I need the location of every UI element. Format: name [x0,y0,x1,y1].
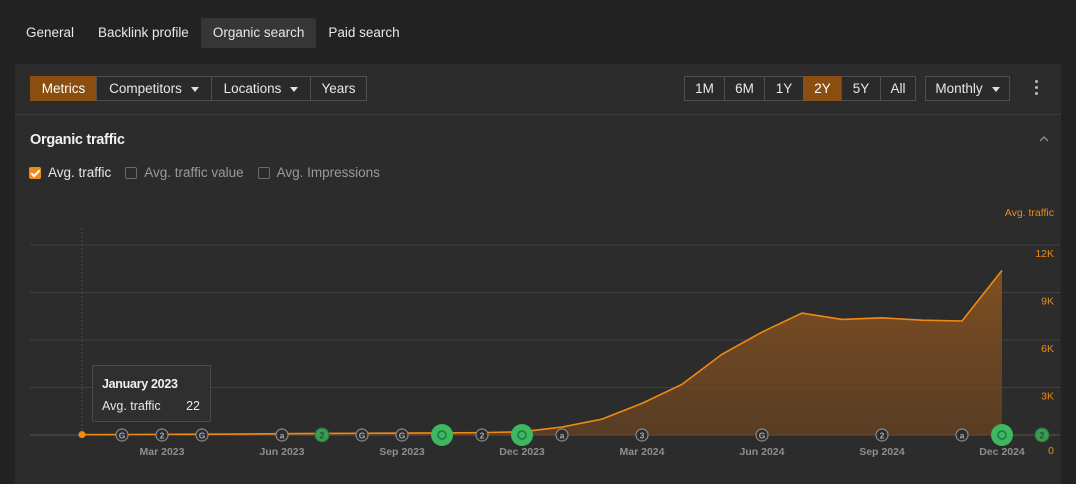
event-marker-glyph: 3 [640,431,645,441]
tooltip-title: January 2023 [102,377,178,391]
event-marker-glyph: G [399,431,406,441]
event-marker-glyph: G [359,431,366,441]
tooltip-value: 22 [186,399,200,413]
event-marker-glyph: 2 [480,431,485,441]
update-marker-glyph: 2 [319,431,324,441]
update-marker-glyph: 2 [1039,431,1044,441]
x-tick-label: Dec 2023 [499,446,545,458]
x-tick-label: Sep 2024 [859,446,905,458]
y-tick-label: 12K [1035,248,1054,260]
x-tick-label: Dec 2024 [979,446,1025,458]
event-marker-glyph: a [280,431,285,441]
x-tick-label: Sep 2023 [379,446,425,458]
event-marker-glyph: G [199,431,206,441]
event-marker-glyph: a [560,431,565,441]
tooltip-label: Avg. traffic [102,399,161,413]
x-tick-label: Mar 2023 [140,446,185,458]
google-update-marker [431,424,453,446]
event-marker-glyph: 2 [160,431,165,441]
x-tick-label: Mar 2024 [620,446,665,458]
y-axis-title: Avg. traffic [1005,207,1054,219]
x-tick-label: Jun 2023 [260,446,305,458]
y-tick-label: 0 [1048,445,1054,457]
data-point [79,431,86,438]
event-marker-glyph: 2 [880,431,885,441]
x-tick-label: Jun 2024 [740,446,785,458]
event-marker-glyph: G [759,431,766,441]
y-tick-label: 9K [1041,296,1054,308]
traffic-area [82,270,1002,435]
event-marker-glyph: G [119,431,126,441]
event-marker-glyph: a [960,431,965,441]
y-tick-label: 6K [1041,343,1054,355]
y-tick-label: 3K [1041,391,1054,403]
chart-tooltip: January 2023 Avg. traffic 22 [92,365,211,422]
google-update-marker [511,424,533,446]
google-update-marker [991,424,1013,446]
